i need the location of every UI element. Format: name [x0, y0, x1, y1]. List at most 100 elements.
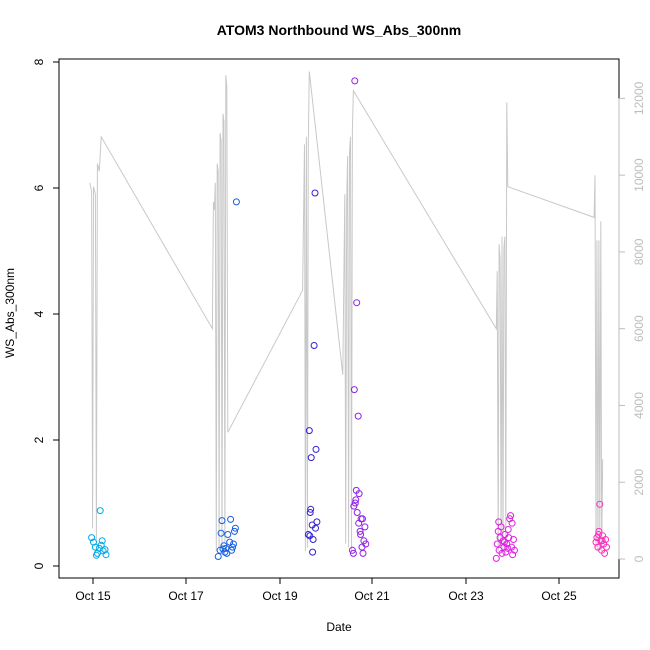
- y2-tick-label: 0: [632, 555, 646, 562]
- data-point: [229, 543, 237, 551]
- x-tick-label: Oct 21: [354, 589, 390, 603]
- data-point: [361, 523, 369, 531]
- x-tick-label: Oct 25: [541, 589, 577, 603]
- data-point: [603, 543, 610, 551]
- y-tick-label: 8: [32, 58, 46, 65]
- data-point: [219, 545, 227, 553]
- data-point: [595, 527, 603, 535]
- data-point: [228, 546, 236, 554]
- data-point: [508, 519, 516, 527]
- data-point: [307, 454, 315, 462]
- data-point: [98, 537, 106, 545]
- data-point: [602, 536, 610, 543]
- data-point: [492, 554, 500, 562]
- data-point: [218, 517, 226, 525]
- data-point: [353, 299, 361, 307]
- y-tick-label: 2: [32, 436, 46, 443]
- data-point: [312, 445, 320, 453]
- data-point: [350, 502, 358, 510]
- points-layer: [88, 77, 610, 562]
- data-point: [509, 551, 517, 559]
- data-point: [350, 386, 358, 394]
- y2-tick-label: 2000: [632, 469, 646, 496]
- y2-tick-label: 12000: [632, 81, 646, 115]
- x-axis: Oct 15 Oct 17 Oct 19 Oct 21 Oct 23 Oct 25: [75, 577, 577, 603]
- data-point: [511, 546, 518, 554]
- y-axis-left: 0 2 4 6 8: [32, 58, 60, 569]
- y-tick-label: 6: [32, 184, 46, 191]
- data-point: [348, 546, 356, 554]
- data-point: [214, 553, 222, 560]
- x-tick-label: Oct 19: [262, 589, 298, 603]
- data-point: [231, 524, 239, 532]
- y2-tick-label: 4000: [632, 392, 646, 419]
- plot-frame: [58, 58, 620, 579]
- data-point: [362, 540, 370, 548]
- data-point: [101, 546, 109, 554]
- data-point: [305, 427, 313, 435]
- data-point: [304, 531, 312, 538]
- data-point: [355, 519, 363, 527]
- y2-tick-label: 8000: [632, 238, 646, 265]
- data-point: [359, 515, 366, 523]
- data-point: [312, 524, 319, 532]
- data-point: [502, 548, 510, 556]
- data-point: [594, 531, 602, 538]
- data-point: [309, 548, 317, 556]
- data-point: [351, 77, 359, 85]
- data-point: [306, 532, 314, 540]
- x-axis-label: Date: [326, 620, 352, 634]
- data-point: [92, 551, 100, 559]
- data-point: [224, 531, 232, 538]
- data-point: [349, 549, 357, 557]
- data-point: [504, 544, 512, 552]
- data-point: [493, 540, 501, 548]
- data-point: [88, 534, 96, 542]
- data-point: [601, 549, 609, 557]
- data-point: [307, 505, 315, 513]
- data-point: [223, 549, 231, 557]
- data-point: [226, 538, 234, 546]
- data-point: [495, 518, 503, 526]
- data-point: [598, 537, 606, 545]
- chart-title: ATOM3 Northbound WS_Abs_300nm: [217, 22, 462, 38]
- x-tick-label: Oct 15: [75, 589, 111, 603]
- data-point: [354, 412, 362, 420]
- data-point: [309, 536, 317, 543]
- data-point: [102, 551, 110, 559]
- data-point: [313, 518, 321, 526]
- data-point: [356, 527, 364, 535]
- data-point: [498, 549, 506, 557]
- data-point: [227, 515, 235, 523]
- data-point: [310, 342, 318, 349]
- data-point: [352, 496, 360, 504]
- data-point: [505, 534, 513, 542]
- y-axis-label: WS_Abs_300nm: [3, 268, 17, 358]
- x-tick-label: Oct 23: [448, 589, 484, 603]
- data-point: [353, 509, 361, 516]
- altitude-line-layer: [89, 71, 604, 552]
- y-tick-label: 4: [32, 310, 46, 317]
- x-tick-label: Oct 17: [168, 589, 204, 603]
- data-point: [596, 500, 604, 508]
- data-point: [231, 527, 238, 535]
- y-axis-right: 0 2000 4000 6000 8000 10000 12000: [618, 81, 646, 562]
- data-point: [500, 538, 508, 546]
- data-point: [359, 549, 367, 557]
- data-point: [355, 490, 363, 498]
- data-point: [306, 509, 314, 516]
- data-point: [230, 540, 237, 548]
- data-point: [311, 189, 319, 197]
- y-tick-label: 0: [32, 562, 46, 569]
- data-point: [217, 529, 225, 537]
- data-point: [507, 512, 515, 520]
- altitude-line: [89, 71, 604, 552]
- data-point: [96, 507, 104, 515]
- data-point: [232, 198, 240, 206]
- data-point: [510, 536, 517, 543]
- y2-tick-label: 10000: [632, 158, 646, 192]
- data-point: [357, 531, 365, 538]
- y2-tick-label: 6000: [632, 315, 646, 342]
- data-point: [504, 526, 512, 533]
